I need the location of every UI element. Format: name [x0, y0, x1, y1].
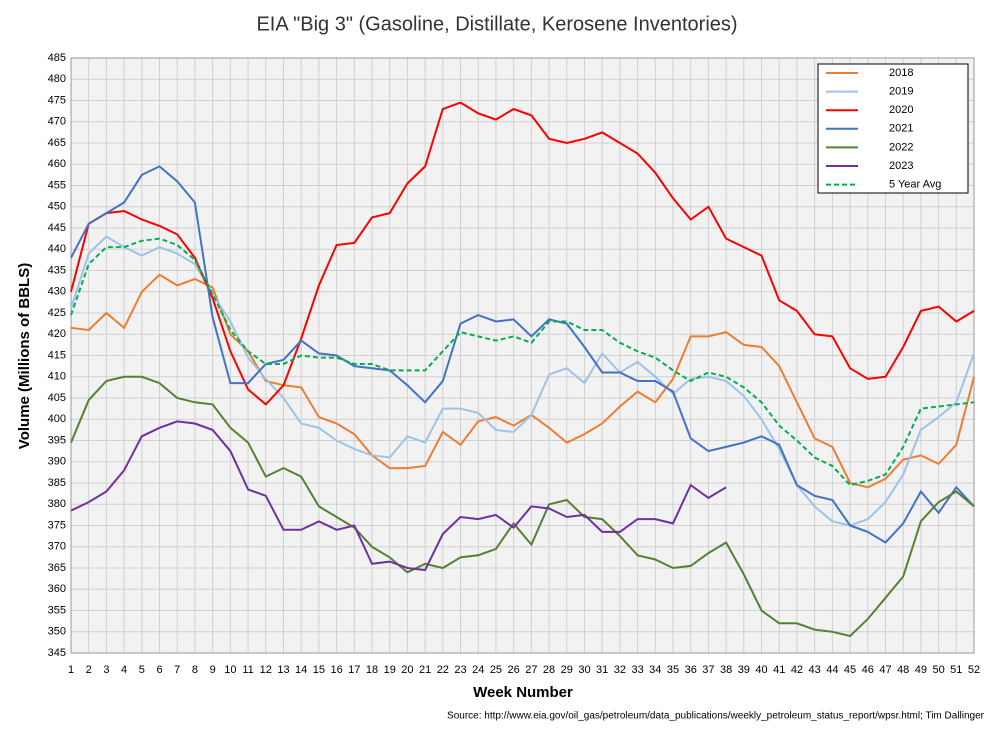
- chart-title: EIA "Big 3" (Gasoline, Distillate, Keros…: [256, 13, 737, 35]
- x-tick-label: 48: [897, 664, 909, 676]
- x-tick-label: 45: [844, 664, 856, 676]
- x-tick-label: 24: [472, 664, 484, 676]
- y-tick-label: 480: [48, 73, 66, 85]
- x-tick-label: 37: [702, 664, 714, 676]
- x-tick-label: 41: [773, 664, 785, 676]
- y-tick-label: 470: [48, 116, 66, 128]
- series-line: [70, 101, 975, 406]
- legend-label: 2021: [889, 123, 913, 135]
- source-note: Source: http://www.eia.gov/oil_gas/petro…: [447, 711, 985, 722]
- legend-label: 2023: [889, 160, 913, 172]
- x-tick-label: 29: [561, 664, 573, 676]
- series-line: [70, 420, 727, 572]
- x-tick-label: 4: [121, 664, 127, 676]
- x-tick-label: 40: [755, 664, 767, 676]
- y-tick-label: 450: [48, 201, 66, 213]
- y-tick-label: 355: [48, 604, 66, 616]
- series-line: [70, 237, 975, 487]
- y-tick-label: 385: [48, 477, 66, 489]
- x-tick-label: 39: [738, 664, 750, 676]
- legend-label: 2018: [889, 67, 913, 79]
- legend-label: 2022: [889, 141, 913, 153]
- x-tick-label: 8: [192, 664, 198, 676]
- x-tick-label: 5: [139, 664, 145, 676]
- x-tick-label: 38: [720, 664, 732, 676]
- x-tick-label: 1: [68, 664, 74, 676]
- y-axis-label: Volume (Millions of BBLS): [16, 263, 33, 449]
- x-tick-label: 15: [313, 664, 325, 676]
- y-tick-label: 445: [48, 222, 66, 234]
- y-tick-label: 380: [48, 498, 66, 510]
- x-tick-label: 12: [260, 664, 272, 676]
- x-tick-label: 27: [525, 664, 537, 676]
- y-tick-label: 410: [48, 371, 66, 383]
- y-tick-label: 350: [48, 626, 66, 638]
- x-tick-label: 31: [596, 664, 608, 676]
- y-tick-label: 420: [48, 328, 66, 340]
- y-tick-label: 430: [48, 286, 66, 298]
- x-tick-label: 21: [419, 664, 431, 676]
- series-line: [70, 235, 975, 527]
- x-tick-label: 19: [384, 664, 396, 676]
- legend-label: 2020: [889, 104, 913, 116]
- series-line: [70, 165, 975, 544]
- x-tick-label: 23: [454, 664, 466, 676]
- x-tick-label: 2: [86, 664, 92, 676]
- x-tick-label: 42: [791, 664, 803, 676]
- x-tick-label: 43: [809, 664, 821, 676]
- x-tick-label: 47: [879, 664, 891, 676]
- y-tick-label: 345: [48, 647, 66, 659]
- y-tick-label: 440: [48, 243, 66, 255]
- y-tick-label: 370: [48, 541, 66, 553]
- y-tick-label: 365: [48, 562, 66, 574]
- x-tick-label: 32: [614, 664, 626, 676]
- y-tick-label: 375: [48, 519, 66, 531]
- x-tick-label: 44: [826, 664, 838, 676]
- y-tick-label: 405: [48, 392, 66, 404]
- x-tick-label: 13: [277, 664, 289, 676]
- x-tick-label: 35: [667, 664, 679, 676]
- x-tick-label: 51: [950, 664, 962, 676]
- y-tick-label: 360: [48, 583, 66, 595]
- x-tick-label: 22: [437, 664, 449, 676]
- x-tick-label: 52: [968, 664, 980, 676]
- x-tick-label: 25: [490, 664, 502, 676]
- x-tick-label: 20: [401, 664, 413, 676]
- series-line: [70, 375, 975, 638]
- y-tick-label: 485: [48, 52, 66, 64]
- legend-label: 2019: [889, 86, 913, 98]
- y-tick-label: 390: [48, 456, 66, 468]
- x-tick-label: 50: [932, 664, 944, 676]
- x-tick-label: 46: [862, 664, 874, 676]
- y-tick-label: 435: [48, 264, 66, 276]
- y-tick-label: 460: [48, 158, 66, 170]
- x-tick-label: 7: [174, 664, 180, 676]
- x-tick-label: 11: [242, 664, 253, 676]
- x-tick-label: 6: [156, 664, 162, 676]
- x-tick-label: 9: [210, 664, 216, 676]
- x-tick-label: 14: [295, 664, 307, 676]
- x-tick-label: 18: [366, 664, 378, 676]
- y-tick-label: 455: [48, 179, 66, 191]
- x-tick-label: 36: [685, 664, 697, 676]
- x-tick-label: 16: [330, 664, 342, 676]
- y-tick-label: 400: [48, 413, 66, 425]
- y-tick-label: 425: [48, 307, 66, 319]
- x-axis-label: Week Number: [473, 684, 573, 701]
- x-tick-label: 49: [915, 664, 927, 676]
- x-tick-label: 3: [103, 664, 109, 676]
- x-tick-label: 28: [543, 664, 555, 676]
- x-tick-label: 10: [224, 664, 236, 676]
- x-tick-label: 34: [649, 664, 661, 676]
- y-tick-label: 475: [48, 94, 66, 106]
- y-tick-label: 465: [48, 137, 66, 149]
- x-tick-label: 26: [508, 664, 520, 676]
- x-tick-label: 17: [348, 664, 360, 676]
- y-tick-label: 395: [48, 434, 66, 446]
- legend-label: 5 Year Avg: [889, 179, 941, 191]
- x-tick-label: 33: [631, 664, 643, 676]
- x-tick-label: 30: [578, 664, 590, 676]
- y-tick-label: 415: [48, 349, 66, 361]
